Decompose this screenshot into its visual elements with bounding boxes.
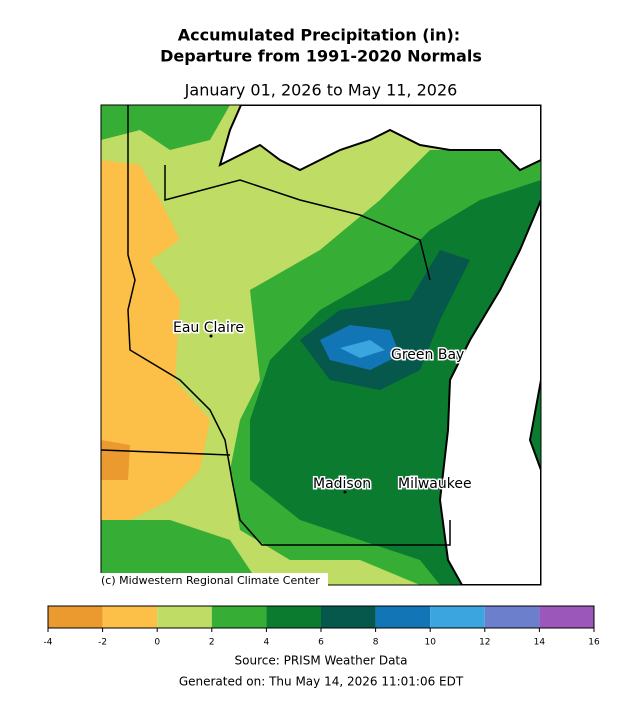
color-bin [430, 606, 485, 628]
generated: Generated on: Thu May 14, 2026 11:01:06 … [179, 675, 464, 689]
map: Eau Claire Green Bay Madison Milwaukee (… [97, 104, 542, 589]
tick-label: -4 [44, 638, 53, 648]
colorbar: -4 -2 0 2 4 6 8 10 12 14 16 [44, 605, 600, 648]
city-label: Madison [313, 476, 371, 492]
color-bin [102, 606, 158, 628]
tick-label: 10 [424, 638, 436, 648]
color-bin [484, 606, 540, 628]
title: Accumulated Precipitation (in): [178, 26, 460, 45]
color-bin [375, 606, 431, 628]
tick-label: -2 [98, 638, 107, 648]
credit-bg [97, 573, 328, 589]
color-bin [157, 606, 212, 628]
region [101, 520, 260, 585]
tick-label: 0 [154, 638, 160, 648]
title: Departure from 1991-2020 Normals [160, 47, 482, 66]
source: Source: PRISM Weather Data [235, 654, 408, 668]
region [340, 340, 385, 358]
color-bin [211, 606, 267, 628]
color-bin [266, 606, 321, 628]
region [101, 105, 230, 150]
color-bin [321, 606, 376, 628]
tick-label: 4 [264, 638, 270, 648]
tick-label: 16 [588, 638, 600, 648]
city-label: Eau Claire [173, 320, 244, 336]
city-dot [430, 354, 434, 358]
city-label: Green Bay [391, 347, 464, 363]
color-bin [539, 606, 594, 628]
tick-label: 6 [318, 638, 324, 648]
state-border [164, 165, 431, 281]
state-border [127, 105, 451, 546]
tick-label: 14 [534, 638, 546, 648]
tick-label: 12 [479, 638, 490, 648]
region [101, 440, 130, 480]
credit: (c) Midwestern Regional Climate Center [101, 574, 320, 587]
city-dot [343, 490, 347, 494]
city-label: Milwaukee [398, 476, 472, 492]
tick-label: 2 [209, 638, 215, 648]
lake-superior [218, 105, 541, 172]
date-range: January 01, 2026 to May 11, 2026 [184, 81, 458, 100]
color-bin [48, 606, 103, 628]
state-border [101, 449, 231, 456]
tick-label: 8 [373, 638, 379, 648]
lake-michigan [438, 199, 541, 585]
city-dot [209, 334, 213, 338]
